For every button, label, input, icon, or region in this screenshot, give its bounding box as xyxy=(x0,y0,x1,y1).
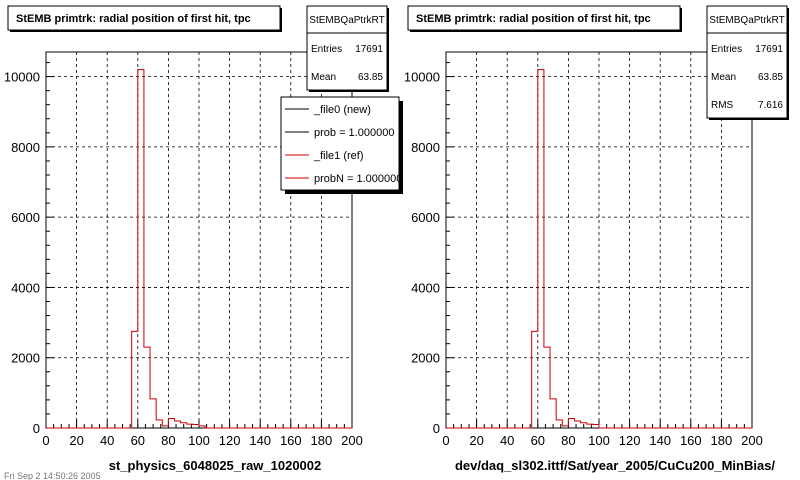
legend-entry-label: _file1 (ref) xyxy=(313,150,364,162)
histogram-series-line xyxy=(46,69,352,429)
x-tick-label: 20 xyxy=(69,433,83,448)
stats-value: 7.616 xyxy=(758,100,783,111)
stats-label: Mean xyxy=(711,72,736,83)
y-tick-label: 4000 xyxy=(11,280,40,295)
stats-box xyxy=(706,5,788,119)
title-box xyxy=(407,5,681,31)
stats-label: Entries xyxy=(311,44,342,55)
chart-panel-2: 0 20 40 60 80 100 120 140 160 180 2000200040006000… xyxy=(404,5,789,473)
y-tick-label: 8000 xyxy=(411,140,440,155)
chart-title: StEMB primtrk: radial position of first … xyxy=(416,13,651,25)
x-tick-label: 40 xyxy=(500,433,514,448)
y-tick-label: 10000 xyxy=(4,70,40,85)
x-tick-label: 60 xyxy=(131,433,145,448)
x-axis-title: st_physics_6048025_raw_1020002 xyxy=(109,458,322,473)
stats-value: 17691 xyxy=(755,44,783,55)
x-tick-label: 200 xyxy=(741,433,763,448)
legend-entry-label: prob = 1.000000 xyxy=(314,127,394,139)
y-tick-label: 0 xyxy=(33,421,40,436)
x-tick-label: 160 xyxy=(280,433,302,448)
x-axis-title: dev/daq_sl302.ittf/Sat/year_2005/CuCu200… xyxy=(455,458,775,473)
x-tick-label: 80 xyxy=(161,433,175,448)
y-tick-label: 0 xyxy=(433,421,440,436)
y-tick-label: 2000 xyxy=(411,351,440,366)
chart-title: StEMB primtrk: radial position of first … xyxy=(16,13,251,25)
title-box xyxy=(7,5,281,31)
y-tick-label: 6000 xyxy=(411,210,440,225)
x-tick-label: 0 xyxy=(442,433,449,448)
x-tick-label: 100 xyxy=(188,433,210,448)
stats-box xyxy=(306,5,388,91)
x-tick-label: 140 xyxy=(249,433,271,448)
chart-panel-1: 0 20 40 60 80 100 120 140 160 180 2000200040006000… xyxy=(4,5,403,473)
histogram-series-line xyxy=(446,69,752,429)
x-tick-label: 60 xyxy=(531,433,545,448)
stats-label: RMS xyxy=(711,100,734,111)
x-tick-label: 160 xyxy=(680,433,702,448)
x-tick-label: 180 xyxy=(311,433,333,448)
legend-entry-label: _file0 (new) xyxy=(313,104,371,116)
x-tick-label: 0 xyxy=(42,433,49,448)
legend-box xyxy=(280,96,400,191)
legend-entry-label: probN = 1.000000 xyxy=(314,173,402,185)
stats-box-name: StEMBQaPtrkRT xyxy=(709,15,784,26)
stats-value: 63.85 xyxy=(358,72,383,83)
stats-box-name: StEMBQaPtrkRT xyxy=(309,15,384,26)
x-tick-label: 140 xyxy=(649,433,671,448)
x-tick-label: 180 xyxy=(711,433,733,448)
x-tick-label: 200 xyxy=(341,433,363,448)
x-tick-label: 120 xyxy=(619,433,641,448)
y-tick-label: 8000 xyxy=(11,140,40,155)
x-tick-label: 20 xyxy=(469,433,483,448)
legend-entries: _file0 (new) prob = 1.000000 _file1 (ref) p… xyxy=(285,104,402,185)
y-tick-label: 6000 xyxy=(11,210,40,225)
x-tick-label: 100 xyxy=(588,433,610,448)
stats-label: Entries xyxy=(711,44,742,55)
stats-label: Mean xyxy=(311,72,336,83)
stats-value: 17691 xyxy=(355,44,383,55)
stats-value: 63.85 xyxy=(758,72,783,83)
y-tick-label: 10000 xyxy=(404,70,440,85)
x-tick-label: 80 xyxy=(561,433,575,448)
y-tick-label: 4000 xyxy=(411,280,440,295)
x-tick-label: 40 xyxy=(100,433,114,448)
x-tick-label: 120 xyxy=(219,433,241,448)
y-tick-label: 2000 xyxy=(11,351,40,366)
footer-timestamp: Fri Sep 2 14:50:26 2005 xyxy=(4,471,101,480)
